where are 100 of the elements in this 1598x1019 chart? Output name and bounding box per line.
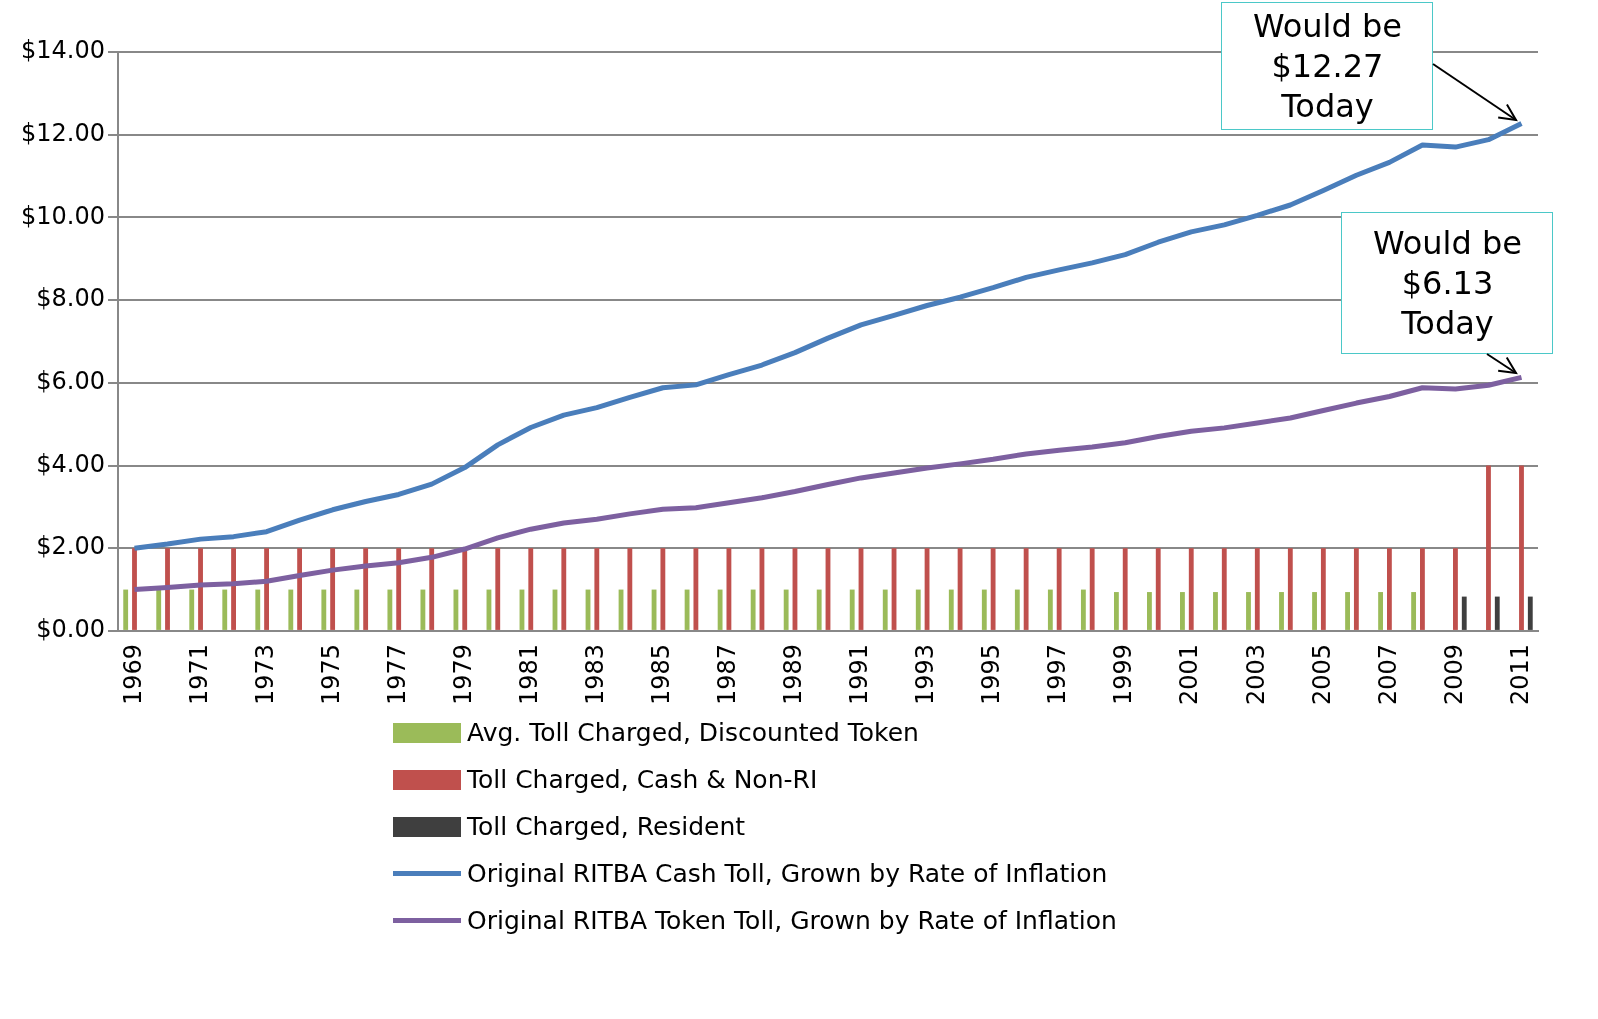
legend-label: Original RITBA Token Toll, Grown by Rate of Inflation — [467, 906, 1117, 935]
annotation: Would be $12.27 Today — [1221, 1, 1434, 130]
bar — [264, 548, 270, 630]
bar — [1494, 596, 1500, 630]
bar — [1213, 592, 1218, 630]
x-tick-label: 1973 — [250, 643, 279, 705]
y-tick-label: $0.00 — [36, 615, 105, 644]
y-tick-label: $4.00 — [36, 449, 105, 478]
bar — [1147, 592, 1152, 630]
bar — [363, 548, 369, 630]
x-tick-label: 1969 — [118, 643, 147, 705]
bar — [1047, 589, 1053, 630]
x-tick-label: 1987 — [713, 643, 742, 705]
bar — [1080, 589, 1086, 630]
x-tick-label: 2001 — [1175, 643, 1204, 705]
bar — [1180, 592, 1185, 630]
bar — [354, 589, 360, 630]
bar — [1023, 548, 1029, 630]
x-tick-label: 1971 — [184, 643, 213, 705]
bar — [981, 589, 987, 630]
bar — [1254, 548, 1260, 630]
bar — [1420, 548, 1425, 630]
bar — [1519, 465, 1524, 630]
bar — [387, 589, 393, 630]
bar — [1527, 596, 1533, 630]
x-tick-label: 1999 — [1109, 643, 1138, 705]
x-tick-label: 1993 — [911, 643, 940, 705]
bar — [1246, 592, 1251, 630]
y-tick-label: $14.00 — [20, 36, 105, 65]
bar — [462, 548, 468, 630]
y-tick-label: $8.00 — [36, 284, 105, 313]
bar — [396, 548, 402, 630]
legend-label: Toll Charged, Resident — [467, 812, 746, 841]
bar — [1320, 548, 1326, 630]
x-tick-label: 1991 — [845, 643, 874, 705]
bar — [1122, 548, 1128, 630]
bar — [1411, 592, 1417, 630]
x-tick-label: 1995 — [977, 643, 1006, 705]
bar — [132, 548, 137, 630]
bar — [1279, 592, 1284, 630]
bar — [1089, 548, 1095, 630]
bar — [255, 589, 261, 630]
legend-label: Avg. Toll Charged, Discounted Token — [467, 718, 919, 747]
bar — [726, 548, 732, 630]
bar — [948, 589, 954, 630]
legend-label: Original RITBA Cash Toll, Grown by Rate of Inflation — [467, 859, 1108, 888]
bar — [1287, 548, 1293, 630]
bar — [321, 589, 327, 630]
x-tick-label: 1983 — [581, 643, 610, 705]
bar — [231, 548, 236, 630]
y-tick-label: $10.00 — [20, 201, 105, 230]
bar — [1014, 589, 1020, 630]
x-tick-label: 1977 — [382, 643, 411, 705]
bar — [627, 548, 633, 630]
bar — [123, 589, 129, 630]
bar — [222, 589, 228, 630]
bar — [1378, 592, 1384, 630]
bar — [156, 589, 162, 630]
x-tick-label: 1989 — [779, 643, 808, 705]
bar — [528, 548, 534, 630]
bar — [429, 548, 435, 630]
x-tick-label: 2009 — [1439, 643, 1468, 705]
bar — [1386, 548, 1392, 630]
bar — [1113, 592, 1119, 630]
bar — [594, 548, 600, 630]
bar — [1188, 548, 1194, 630]
bar — [561, 548, 567, 630]
y-tick-label: $12.00 — [20, 118, 105, 147]
bar — [420, 589, 426, 630]
x-tick-label: 1979 — [448, 643, 477, 705]
bar — [816, 589, 822, 630]
bar — [1461, 596, 1467, 630]
y-tick-label: $2.00 — [36, 532, 105, 561]
x-tick-label: 1981 — [515, 643, 544, 705]
bar — [1221, 548, 1227, 630]
x-tick-label: 1975 — [316, 643, 345, 705]
bar — [1312, 592, 1317, 630]
bar — [495, 548, 501, 630]
bar — [1353, 548, 1359, 630]
bar — [882, 589, 888, 630]
x-tick-label: 2003 — [1241, 643, 1270, 705]
bar — [1345, 592, 1350, 630]
bar — [660, 548, 666, 630]
bar — [957, 548, 963, 630]
bar — [990, 548, 996, 630]
bar — [330, 548, 336, 630]
x-tick-label: 1997 — [1043, 643, 1072, 705]
bar — [1155, 548, 1161, 630]
bar — [750, 589, 756, 630]
bar — [189, 589, 195, 630]
bar — [693, 548, 699, 630]
bar — [1453, 548, 1458, 630]
x-tick-label: 1985 — [647, 643, 676, 705]
bar — [453, 589, 459, 630]
bar — [165, 548, 170, 630]
x-tick-label: 2007 — [1373, 643, 1402, 705]
x-tick-label: 2011 — [1505, 643, 1534, 705]
bar — [849, 589, 855, 630]
bar — [1056, 548, 1062, 630]
bar — [297, 548, 303, 630]
